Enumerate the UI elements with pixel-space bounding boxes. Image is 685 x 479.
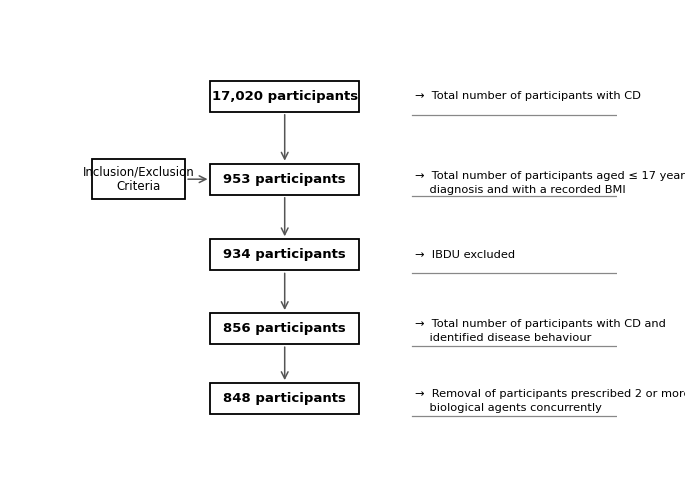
- FancyBboxPatch shape: [210, 80, 359, 112]
- Text: identified disease behaviour: identified disease behaviour: [414, 333, 591, 343]
- Text: →  Removal of participants prescribed 2 or more: → Removal of participants prescribed 2 o…: [414, 389, 685, 399]
- Text: diagnosis and with a recorded BMI: diagnosis and with a recorded BMI: [414, 184, 625, 194]
- Text: 17,020 participants: 17,020 participants: [212, 90, 358, 103]
- FancyBboxPatch shape: [210, 313, 359, 344]
- Text: Inclusion/Exclusion
Criteria: Inclusion/Exclusion Criteria: [83, 165, 195, 193]
- Text: →  IBDU excluded: → IBDU excluded: [414, 250, 515, 260]
- Text: →  Total number of participants with CD: → Total number of participants with CD: [414, 91, 640, 101]
- Text: →  Total number of participants aged ≤ 17 years at: → Total number of participants aged ≤ 17…: [414, 171, 685, 181]
- Text: 953 participants: 953 participants: [223, 173, 346, 186]
- FancyBboxPatch shape: [210, 163, 359, 195]
- FancyBboxPatch shape: [210, 239, 359, 271]
- Text: 934 participants: 934 participants: [223, 248, 346, 262]
- Text: →  Total number of participants with CD and: → Total number of participants with CD a…: [414, 319, 666, 329]
- Text: biological agents concurrently: biological agents concurrently: [414, 403, 601, 413]
- FancyBboxPatch shape: [92, 159, 185, 199]
- FancyBboxPatch shape: [210, 383, 359, 414]
- Text: 856 participants: 856 participants: [223, 322, 346, 335]
- Text: 848 participants: 848 participants: [223, 392, 346, 405]
